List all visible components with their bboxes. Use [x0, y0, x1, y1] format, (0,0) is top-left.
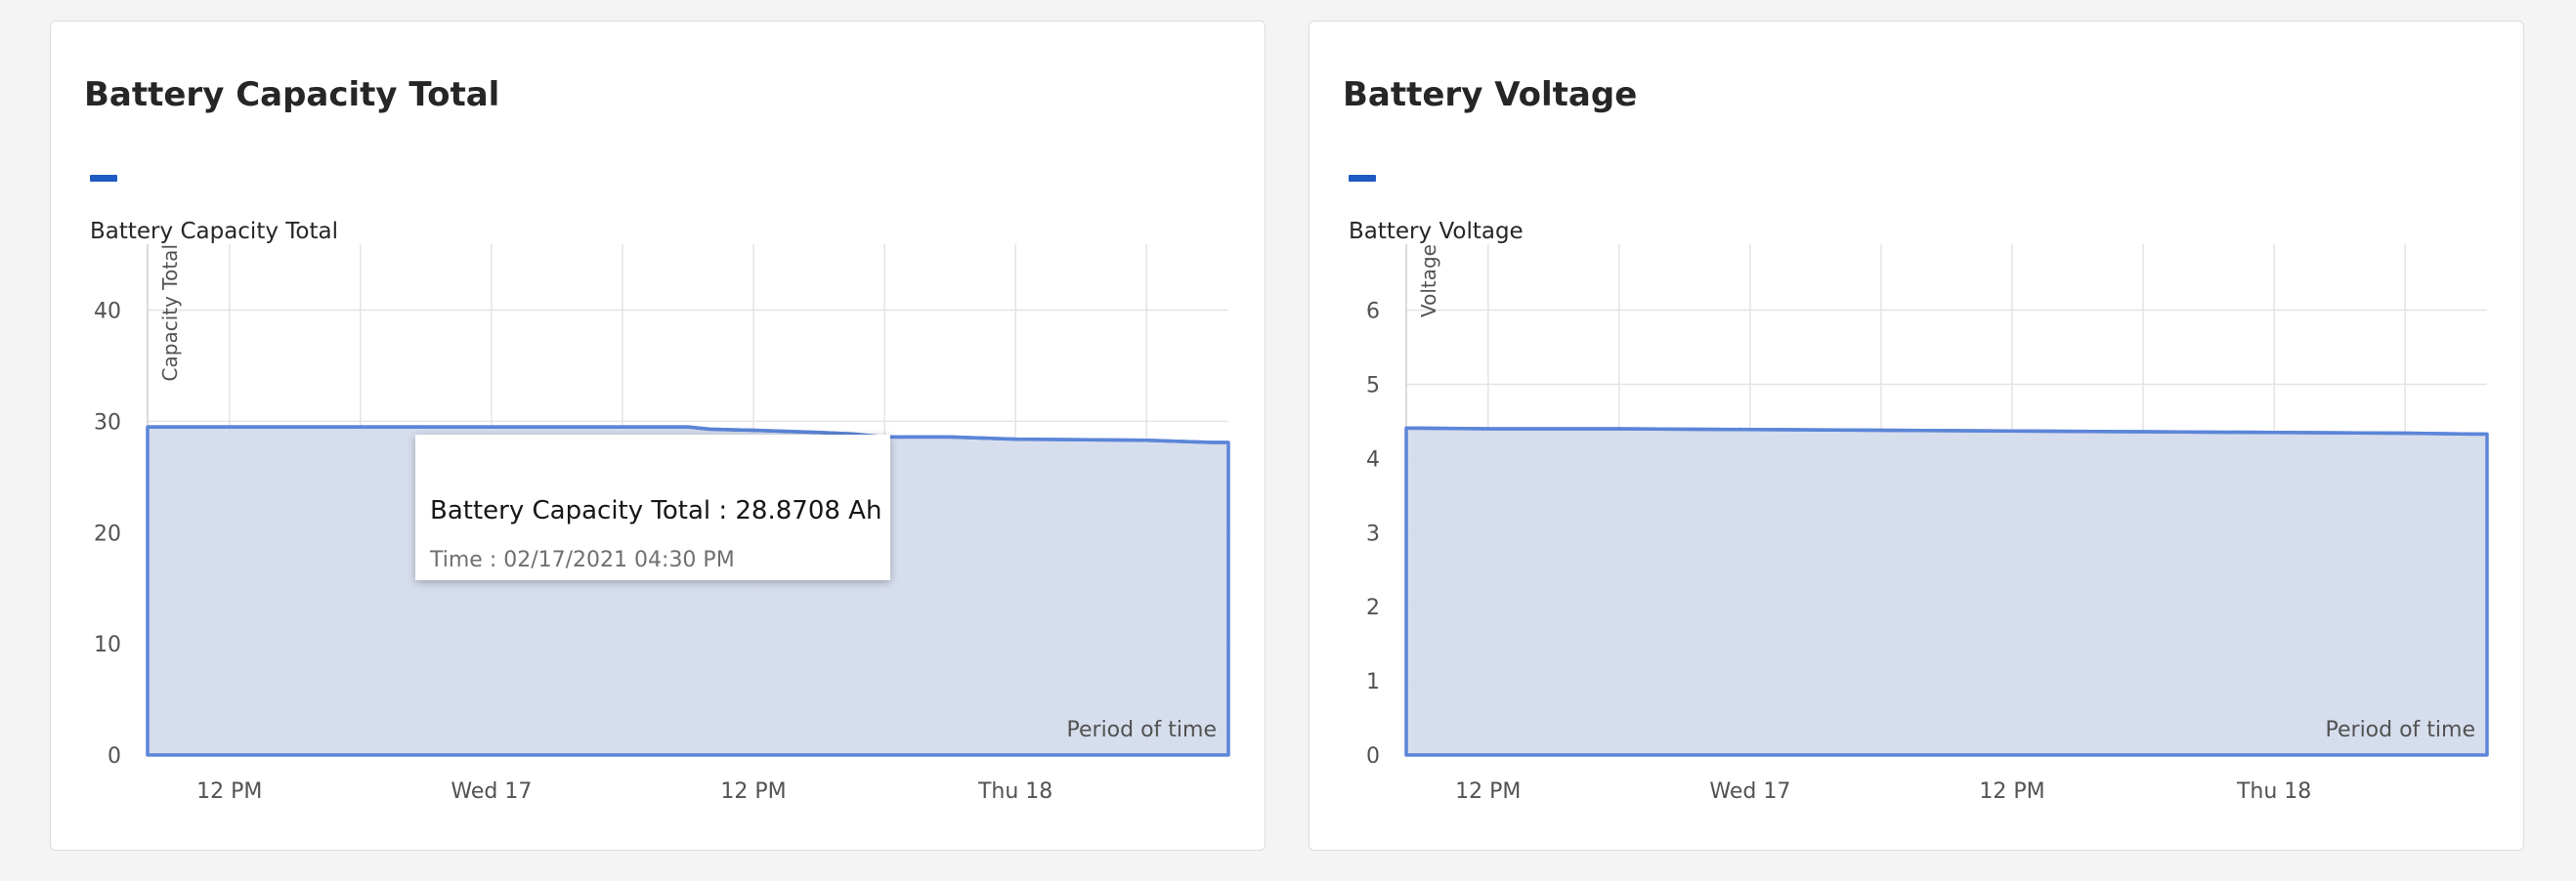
battery-capacity-card: Battery Capacity Total Battery Capacity …: [50, 21, 1266, 851]
y-tick-label: 1: [1366, 670, 1380, 694]
tooltip-time: Time : 02/17/2021 04:30 PM: [430, 548, 735, 572]
x-tick-label: Thu 18: [2236, 779, 2311, 804]
y-tick-label: 2: [1366, 596, 1380, 620]
y-tick-label: 20: [94, 522, 121, 546]
y-tick-label: 30: [94, 410, 121, 435]
voltage-chart[interactable]: 0 1 2 3 4 5 6 12 PM Wed 17 12 PM Thu 18 Voltage Peri…: [1309, 21, 2525, 852]
x-tick-label: 12 PM: [1979, 779, 2044, 804]
y-tick-label: 0: [107, 744, 121, 769]
card-title: Battery Voltage: [1343, 75, 1638, 114]
y-axis-title: Voltage: [1417, 244, 1440, 317]
card-title: Battery Capacity Total: [84, 75, 500, 114]
x-tick-label: 12 PM: [1455, 779, 1521, 804]
x-tick-label: Wed 17: [1709, 779, 1790, 804]
legend-swatch[interactable]: [90, 175, 117, 182]
legend-label[interactable]: Battery Capacity Total: [90, 219, 338, 244]
y-axis-title: Capacity Total: [158, 244, 182, 381]
x-tick-label: Wed 17: [451, 779, 532, 804]
legend-label[interactable]: Battery Voltage: [1349, 219, 1524, 244]
x-axis-title: Period of time: [2326, 718, 2476, 742]
y-tick-label: 6: [1366, 300, 1380, 324]
series-line: [148, 425, 1228, 444]
x-axis-title: Period of time: [1067, 718, 1218, 742]
y-tick-label: 0: [1366, 744, 1380, 769]
y-tick-label: 5: [1366, 373, 1380, 398]
y-tick-label: 3: [1366, 522, 1380, 546]
x-tick-label: Thu 18: [977, 779, 1052, 804]
chart-tooltip: Battery Capacity Total : 28.8708 Ah Time…: [415, 435, 890, 580]
battery-voltage-card: Battery Voltage Battery Voltage 0 1 2 3 4 5 6 1…: [1309, 21, 2524, 851]
x-tick-label: 12 PM: [196, 779, 262, 804]
y-tick-label: 10: [94, 633, 121, 657]
legend-swatch[interactable]: [1349, 175, 1376, 182]
y-tick-label: 4: [1366, 447, 1380, 472]
series-line: [1405, 426, 2487, 437]
x-tick-label: 12 PM: [720, 779, 786, 804]
series-area: [1404, 426, 2489, 757]
y-tick-label: 40: [94, 300, 121, 324]
tooltip-value: Battery Capacity Total : 28.8708 Ah: [430, 496, 882, 525]
